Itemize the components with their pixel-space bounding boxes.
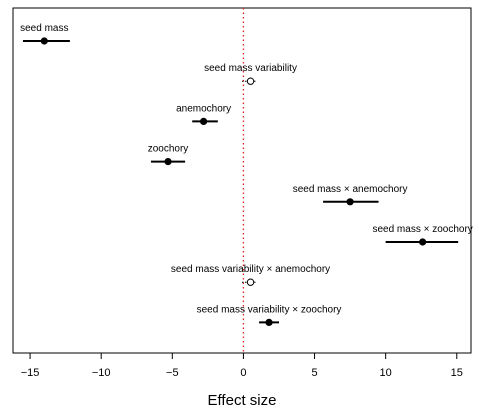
estimate-row: seed mass variability × zoochory — [197, 304, 342, 326]
estimate-row: seed mass variability — [204, 63, 297, 85]
row-label: seed mass variability × zoochory — [197, 304, 342, 315]
estimate-row: seed mass variability × anemochory — [171, 264, 330, 286]
estimate-row: seed mass — [20, 23, 70, 45]
estimate-row: seed mass × zoochory — [372, 224, 473, 246]
x-tick-label: −5 — [166, 367, 179, 379]
row-label: seed mass variability — [204, 63, 297, 74]
x-tick-label: 10 — [380, 367, 392, 379]
row-label: seed mass — [20, 23, 68, 34]
point-estimate — [419, 238, 427, 246]
x-tick-label: 5 — [311, 367, 317, 379]
point-estimate — [40, 37, 48, 45]
point-estimate — [265, 318, 273, 326]
row-label: seed mass × anemochory — [293, 184, 408, 195]
estimate-row: anemochory — [176, 103, 231, 125]
row-label: zoochory — [148, 144, 189, 155]
point-estimate — [164, 158, 172, 166]
estimate-row: seed mass × anemochory — [293, 184, 408, 206]
estimates-layer: seed mass seed mass variability anemochory… — [20, 23, 473, 326]
x-tick-label: 0 — [240, 367, 246, 379]
point-estimate — [246, 278, 255, 286]
x-axis-label: Effect size — [208, 392, 277, 409]
row-label: seed mass variability × anemochory — [171, 264, 330, 275]
point-estimate — [199, 117, 208, 125]
row-label: anemochory — [176, 103, 231, 114]
x-tick-label: −15 — [21, 367, 40, 379]
point-estimate — [246, 77, 255, 85]
x-tick-label: −10 — [92, 367, 111, 379]
x-tick-label: 15 — [451, 367, 463, 379]
point-estimate — [346, 198, 354, 206]
row-label: seed mass × zoochory — [372, 224, 472, 235]
plot-frame — [12, 7, 472, 354]
x-axis: −15 −10 −5 0 5 10 15 — [21, 352, 463, 379]
estimate-row: zoochory — [148, 144, 189, 166]
